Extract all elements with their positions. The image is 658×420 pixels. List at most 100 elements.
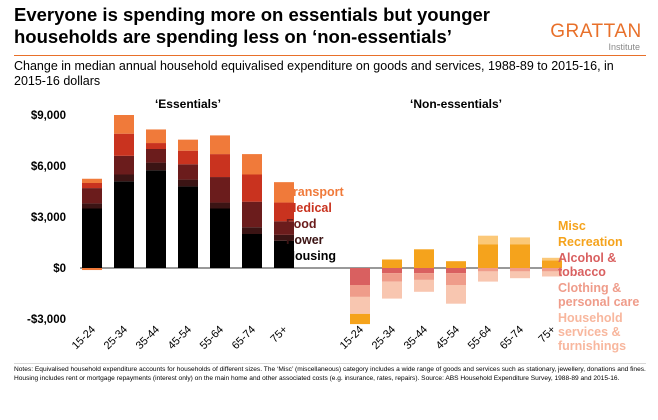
non-essentials-bar-alcohol-tobacco [382,268,402,274]
legend-clothing-personal-care: personal care [558,295,639,309]
essentials-bar-transport [274,182,294,203]
non-essentials-bar-alcohol-tobacco [350,268,370,285]
non-essentials-bar-clothing-personal-care [478,268,498,272]
non-essentials-bar-misc [510,244,530,268]
x-tick-label: 65-74 [230,324,258,352]
chart-notes: Notes: Equivalised household expenditure… [14,366,646,382]
essentials-bar-transport [82,268,102,271]
non-essentials-bar-misc [446,261,466,268]
legend-medical: Medical [286,201,332,215]
essentials-bar-food [242,201,262,228]
essentials-panel-title: ‘Essentials’ [155,97,221,111]
essentials-bar-food [146,149,166,163]
essentials-bar-medical [146,143,166,149]
legend-clothing-personal-care: Clothing & [558,281,621,295]
essentials-bar-power [82,203,102,209]
grattan-logo: GRATTAN Institute [546,21,646,53]
non-essentials-panel-title: ‘Non-essentials’ [410,97,502,111]
non-essentials-bar-clothing-personal-care [542,268,562,272]
essentials-bar-medical [274,202,294,222]
non-essentials-bar-misc [542,260,562,268]
non-essentials-bar-recreation [542,257,562,261]
non-essentials-bar-household-services-furnishings [446,285,466,304]
x-tick-label: 25-34 [370,324,398,352]
legend-alcohol-tobacco: tobacco [558,265,606,279]
notes-divider [14,363,646,364]
y-tick-label: -$3,000 [27,314,66,326]
x-tick-label: 55-64 [198,324,226,352]
x-tick-label: 45-54 [166,324,194,352]
non-essentials-bar-clothing-personal-care [382,273,402,282]
essentials-bar-transport [146,129,166,144]
essentials-bar-food [178,164,198,180]
essentials-bar-medical [210,154,230,178]
essentials-bar-housing [210,208,230,268]
x-tick-label: 45-54 [434,324,462,352]
essentials-bar-transport [178,139,198,151]
non-essentials-bar-clothing-personal-care [510,268,530,272]
x-tick-label: 35-44 [134,324,162,352]
non-essentials-bar-household-services-furnishings [542,271,562,277]
essentials-bar-power [114,174,134,182]
legend-misc: Misc [558,219,586,233]
legend-household-services-furnishings: furnishings [558,339,626,353]
y-tick-label: $3,000 [31,212,66,224]
essentials-bar-housing [274,240,294,268]
non-essentials-bar-household-services-furnishings [350,296,370,314]
non-essentials-bar-clothing-personal-care [414,273,434,280]
x-tick-label: 65-74 [498,324,526,352]
non-essentials-bar-household-services-furnishings [478,271,498,282]
non-essentials-bar-misc [382,259,402,268]
essentials-bar-housing [114,181,134,268]
y-tick-label: $9,000 [31,110,66,122]
non-essentials-bar-misc [414,249,434,268]
non-essentials-bar-recreation [510,237,530,245]
essentials-bar-power [210,202,230,209]
x-tick-label: 15-24 [338,324,366,352]
essentials-bar-medical [178,150,198,165]
non-essentials-bar-misc [478,244,498,268]
essentials-bar-power [178,179,198,187]
non-essentials-bar-alcohol-tobacco [446,268,466,274]
essentials-bar-food [82,188,102,204]
legend-household-services-furnishings: Household [558,311,623,325]
essentials-bar-housing [146,170,166,268]
non-essentials-bar-clothing-personal-care [446,273,466,285]
chart-title: Everyone is spending more on essentials … [14,4,490,47]
non-essentials-bar-household-services-furnishings [414,279,434,292]
x-tick-label: 75+ [268,324,290,346]
essentials-bar-transport [210,135,230,155]
x-tick-label: 75+ [536,324,558,346]
legend-food: Food [286,217,317,231]
essentials-bar-transport [114,115,134,134]
legend-alcohol-tobacco: Alcohol & [558,251,616,265]
essentials-bar-food [274,221,294,235]
essentials-bar-transport [82,178,102,183]
legend-household-services-furnishings: services & [558,325,621,339]
essentials-bar-housing [178,186,198,268]
essentials-bar-medical [242,174,262,202]
non-essentials-bar-alcohol-tobacco [414,268,434,274]
chart-subtitle: Change in median annual household equiva… [14,59,614,88]
essentials-bar-power [242,227,262,234]
y-tick-label: $0 [53,263,66,275]
non-essentials-bar-household-services-furnishings [510,271,530,279]
legend-power: Power [286,233,324,247]
essentials-bar-housing [242,234,262,268]
essentials-bar-transport [242,154,262,175]
essentials-bar-medical [82,183,102,189]
y-tick-label: $6,000 [31,161,66,173]
title-divider [14,55,646,56]
legend-recreation: Recreation [558,235,623,249]
non-essentials-bar-household-services-furnishings [382,281,402,299]
x-tick-label: 35-44 [402,324,430,352]
essentials-bar-power [146,162,166,171]
legend-transport: Transport [286,185,344,199]
essentials-bar-food [210,177,230,203]
logo-name: GRATTAN [550,21,642,42]
logo-sub: Institute [608,42,640,52]
non-essentials-bar-recreation [478,235,498,245]
x-tick-label: 55-64 [466,324,494,352]
essentials-bar-power [274,234,294,241]
